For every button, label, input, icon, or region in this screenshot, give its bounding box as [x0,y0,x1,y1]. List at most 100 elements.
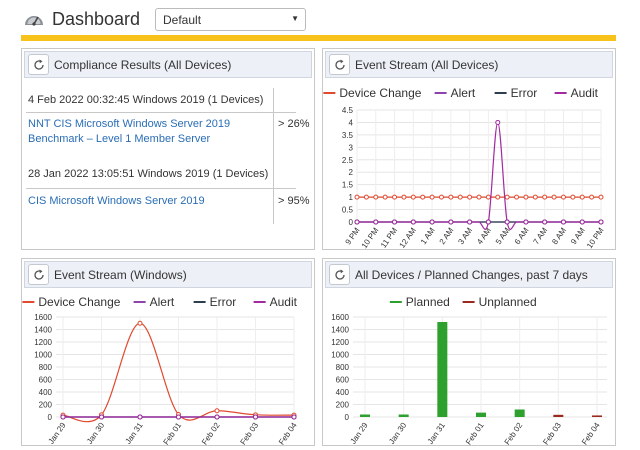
data-point [354,219,360,225]
bar [514,409,525,417]
y-tick-label: 0 [345,413,350,422]
policy-line: NNT CIS Microsoft Windows Server 2019 [28,118,231,130]
y-tick-label: 200 [336,401,350,410]
data-point [137,414,143,420]
x-tick-label: 10 PM [585,226,606,250]
divider [26,112,296,113]
y-tick-label: 800 [336,363,350,372]
event-stream-windows-panel: Event Stream (Windows) Device Change Aler… [21,258,315,446]
y-tick-label: 3.5 [342,131,354,140]
refresh-icon [335,59,345,70]
y-tick-label: 1000 [331,351,349,360]
planned-changes-panel: All Devices / Planned Changes, past 7 da… [322,258,616,446]
data-point [485,194,491,200]
column-divider [273,88,274,224]
data-point [448,219,454,225]
data-point [570,194,576,200]
data-point [429,219,435,225]
x-tick-label: 2 AM [438,226,456,246]
event-stream-all-panel: Event Stream (All Devices) Device Change… [322,48,616,250]
compliance-policy-link[interactable]: CIS Microsoft Windows Server 2019 [28,194,205,209]
data-point [382,194,388,200]
data-point [495,119,501,125]
refresh-button[interactable] [329,264,350,285]
x-tick-label: Jan 31 [123,421,144,446]
chevron-down-icon: ▼ [291,14,299,23]
y-tick-label: 3 [349,143,354,152]
x-tick-label: Jan 30 [387,421,408,446]
x-tick-label: 1 AM [419,226,437,246]
data-point [467,219,473,225]
data-point [532,194,538,200]
data-point [291,414,297,420]
x-tick-label: 12 AM [398,226,419,250]
data-point [401,194,407,200]
x-tick-label: 11 PM [379,226,399,250]
data-point [429,194,435,200]
policy-line: CIS Microsoft Windows Server 2019 [28,195,205,207]
compliance-date: 4 Feb 2022 00:32:45 Windows 2019 (1 Devi… [28,94,264,106]
legend-label: Unplanned [479,295,537,309]
y-tick-label: 400 [39,388,53,397]
legend-label: Audit [270,295,298,309]
x-tick-label: 9 PM [344,226,362,247]
x-tick-label: Feb 04 [580,421,602,446]
data-point [579,194,585,200]
dashboard-select[interactable]: Default ▼ [155,8,306,31]
y-tick-label: 4 [349,118,354,127]
data-point [438,194,444,200]
panel-title: All Devices / Planned Changes, past 7 da… [355,268,588,282]
y-tick-label: 1000 [34,351,52,360]
panel-title: Compliance Results (All Devices) [54,58,232,72]
compliance-date: 28 Jan 2022 13:05:51 Windows 2019 (1 Dev… [28,168,269,180]
panel-title: Event Stream (Windows) [54,268,187,282]
data-point [495,194,501,200]
data-point [363,194,369,200]
planned-changes-chart: Planned Unplanned 0 200 400 600 800 1000 1200 140… [331,295,607,446]
data-point [354,194,360,200]
data-point [523,194,529,200]
y-tick-label: 0 [48,413,53,422]
data-point [551,194,557,200]
data-point [542,219,548,225]
legend-label: Audit [571,86,599,100]
x-tick-label: Jan 29 [46,421,67,446]
bar [592,415,602,417]
legend-label: Device Change [339,86,421,100]
data-point [560,194,566,200]
event-stream-windows-chart: Device Change Alert Error Audit 0 200 400 600 80… [22,295,299,446]
legend-label: Alert [150,295,175,309]
refresh-button[interactable] [28,54,49,75]
data-point [467,194,473,200]
data-point [392,194,398,200]
data-point [542,194,548,200]
y-tick-label: 800 [39,363,53,372]
page-title: Dashboard [52,9,141,29]
refresh-button[interactable] [329,54,350,75]
event-stream-all-chart: Device Change Alert Error Audit 0 0.5 1 1.5 2 2.5… [323,86,606,250]
refresh-button[interactable] [28,264,49,285]
data-point [589,194,595,200]
data-point [373,219,379,225]
panel-header: Compliance Results (All Devices) [24,51,312,78]
bar [476,412,486,417]
compliance-policy-link[interactable]: NNT CIS Microsoft Windows Server 2019 Be… [28,117,230,147]
y-tick-label: 1.5 [342,181,354,190]
data-point [598,194,604,200]
accent-bar [21,35,616,41]
panel-header: All Devices / Planned Changes, past 7 da… [325,261,613,288]
y-tick-label: 1600 [34,313,52,322]
y-tick-label: 0 [349,218,354,227]
bar [360,414,370,417]
x-tick-label: Feb 01 [161,421,183,446]
y-tick-label: 2 [349,168,354,177]
data-point [253,414,258,420]
x-tick-label: 9 AM [569,226,587,246]
x-tick-label: Feb 02 [503,421,525,446]
data-point [523,219,529,225]
data-point [214,414,220,420]
dashboard-gauge-icon [25,16,43,26]
y-tick-label: 600 [336,376,350,385]
x-tick-label: Feb 02 [200,421,222,446]
y-tick-label: 1400 [34,326,52,335]
